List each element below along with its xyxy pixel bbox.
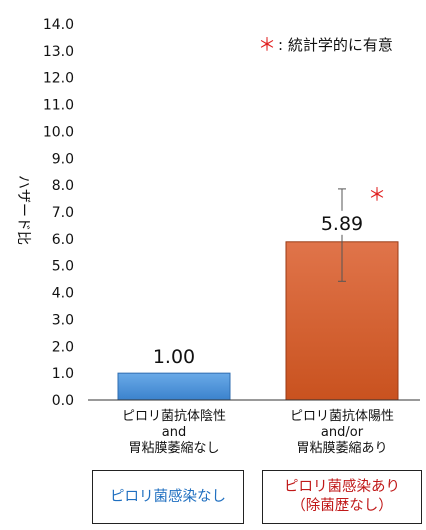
y-axis-label: ハザード比: [15, 175, 31, 245]
category-label-1-line-0: ピロリ菌抗体陽性: [290, 409, 394, 424]
category-label-1-line-2: 胃粘膜萎縮あり: [296, 440, 387, 456]
y-tick-label: 14.0: [43, 17, 74, 33]
category-label-1-line-1: and/or: [321, 425, 364, 440]
hazard-ratio-chart: ハザード比 0.0 1.0 2.0 3.0 4.0 5.0 6.0 7.0 8.0 9.0 10.0…: [15, 17, 420, 456]
y-tick-label: 8.0: [52, 178, 74, 194]
y-tick-label: 1.0: [52, 366, 74, 382]
y-tick-label: 9.0: [52, 151, 74, 167]
value-label-1: 5.89: [321, 213, 363, 235]
significance-marker-1: ＊: [368, 185, 386, 206]
y-tick-label: 5.0: [52, 259, 74, 275]
y-tick-label: 3.0: [52, 312, 74, 328]
y-tick-label: 0.0: [52, 393, 74, 409]
category-label-0-line-2: 胃粘膜萎縮なし: [128, 440, 219, 456]
y-tick-label: 11.0: [43, 98, 74, 114]
value-label-bg-0: [142, 344, 206, 369]
y-tick-label: 2.0: [52, 339, 74, 355]
significance-note-text: : 統計学的に有意: [278, 36, 393, 54]
significance-note-symbol: ＊: [258, 35, 276, 56]
value-label-bg-1: [310, 210, 374, 235]
category-label-0-line-1: and: [162, 425, 186, 440]
group-box-infection: ピロリ菌感染あり （除菌歴なし）: [262, 470, 422, 524]
y-axis-ticks: 0.0 1.0 2.0 3.0 4.0 5.0 6.0 7.0 8.0 9.0 10.0 11.0 12…: [43, 17, 74, 409]
y-tick-label: 10.0: [43, 124, 74, 140]
y-tick-label: 7.0: [52, 205, 74, 221]
category-label-0-line-0: ピロリ菌抗体陰性: [122, 409, 226, 424]
y-tick-label: 4.0: [52, 286, 74, 302]
group-box-no-infection: ピロリ菌感染なし: [92, 470, 244, 524]
bars: 1.00 5.89＊: [117, 185, 399, 401]
bar-0: [117, 372, 231, 401]
significance-note: ＊ : 統計学的に有意: [258, 35, 393, 56]
value-label-0: 1.00: [153, 346, 195, 368]
y-tick-label: 13.0: [43, 44, 74, 60]
y-tick-label: 12.0: [43, 71, 74, 87]
group-box-no-infection-label: ピロリ菌感染なし: [110, 488, 226, 505]
group-box-infection-label: ピロリ菌感染あり （除菌歴なし）: [284, 479, 400, 514]
y-tick-label: 6.0: [52, 232, 74, 248]
